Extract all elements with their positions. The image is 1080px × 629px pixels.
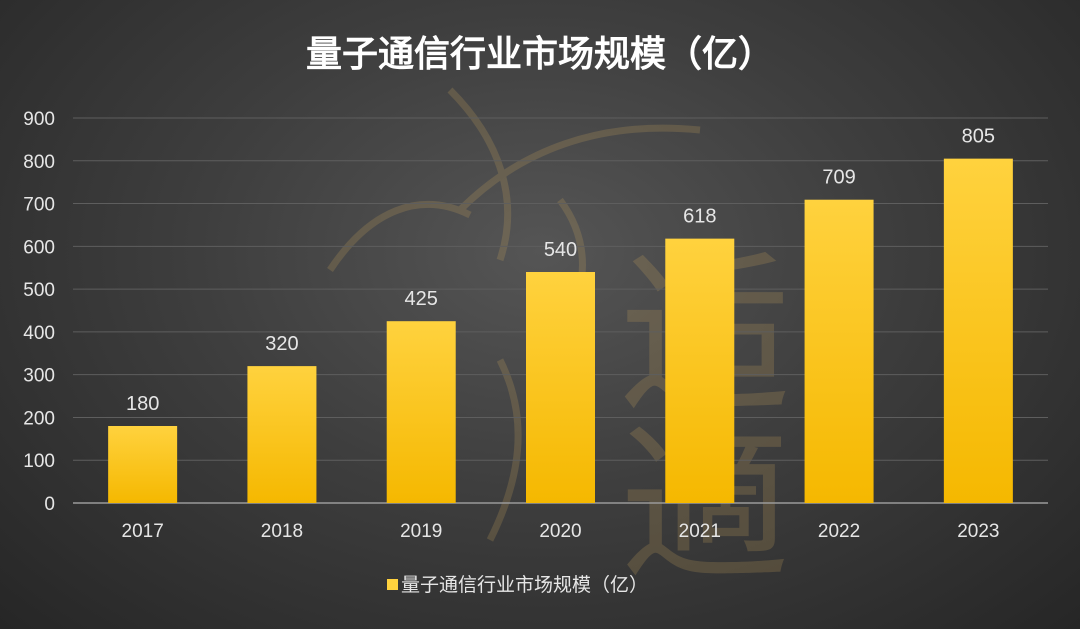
bar-2022 bbox=[804, 199, 874, 503]
data-label-2017: 180 bbox=[126, 393, 159, 415]
data-label-2020: 540 bbox=[544, 239, 577, 261]
x-tick-label: 2017 bbox=[122, 521, 164, 542]
x-tick-label: 2022 bbox=[818, 521, 860, 542]
data-label-2019: 425 bbox=[405, 288, 438, 310]
y-tick-label: 200 bbox=[23, 408, 55, 429]
watermark-stroke bbox=[327, 200, 472, 272]
bar-2019 bbox=[386, 321, 456, 503]
y-tick-label: 0 bbox=[44, 494, 55, 515]
bar-2017 bbox=[108, 426, 178, 503]
data-label-2021: 618 bbox=[683, 206, 716, 228]
chart-title: 量子通信行业市场规模（亿） bbox=[306, 34, 774, 75]
legend-swatch bbox=[387, 579, 398, 590]
legend-label: 量子通信行业市场规模（亿） bbox=[401, 574, 648, 596]
bar-2021 bbox=[665, 238, 735, 503]
bars bbox=[108, 158, 1013, 503]
y-tick-label: 700 bbox=[23, 195, 55, 216]
y-tick-label: 300 bbox=[23, 366, 55, 387]
legend: 量子通信行业市场规模（亿） bbox=[387, 574, 648, 596]
data-labels: 180 320 425 540 618 709 805 bbox=[126, 126, 995, 415]
watermark-stroke bbox=[447, 87, 512, 262]
y-tick-label: 800 bbox=[23, 152, 55, 173]
data-label-2018: 320 bbox=[265, 333, 298, 355]
watermark-stroke bbox=[486, 358, 522, 542]
x-tick-label: 2019 bbox=[400, 521, 442, 542]
y-tick-label: 400 bbox=[23, 323, 55, 344]
y-tick-label: 500 bbox=[23, 280, 55, 301]
watermark-stroke bbox=[457, 124, 701, 213]
y-axis-ticks: 0 100 200 300 400 500 600 700 800 900 bbox=[23, 109, 55, 515]
y-tick-label: 100 bbox=[23, 451, 55, 472]
bar-2023 bbox=[943, 158, 1013, 503]
x-tick-label: 2020 bbox=[539, 521, 581, 542]
x-tick-label: 2018 bbox=[261, 521, 303, 542]
data-label-2023: 805 bbox=[962, 126, 995, 148]
bar-2018 bbox=[247, 366, 317, 503]
bar-2020 bbox=[526, 272, 595, 503]
x-tick-label: 2021 bbox=[679, 521, 721, 542]
data-label-2022: 709 bbox=[822, 167, 855, 189]
y-tick-label: 600 bbox=[23, 237, 55, 258]
y-tick-label: 900 bbox=[23, 109, 55, 130]
x-tick-label: 2023 bbox=[957, 521, 999, 542]
x-axis-ticks: 2017 2018 2019 2020 2021 2022 2023 bbox=[122, 521, 1000, 542]
